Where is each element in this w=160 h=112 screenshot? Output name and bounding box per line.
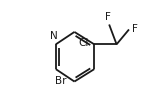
Text: F: F <box>105 12 111 22</box>
Text: F: F <box>132 23 138 33</box>
Text: Br: Br <box>56 76 67 86</box>
Text: Cl: Cl <box>78 38 88 47</box>
Text: N: N <box>50 31 58 41</box>
